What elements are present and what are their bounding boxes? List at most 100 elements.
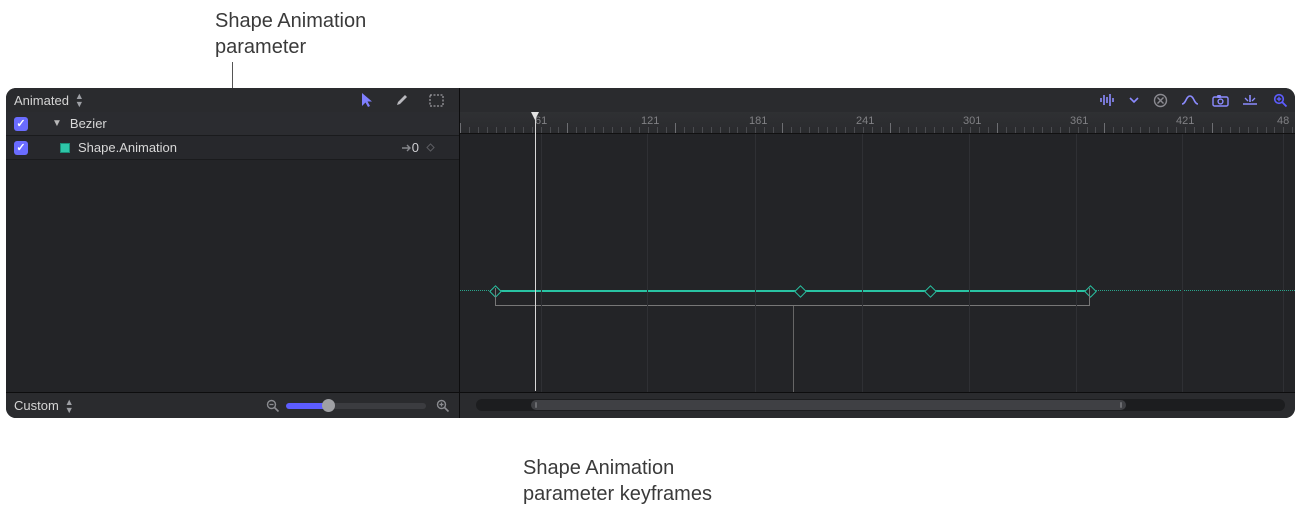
timeline-scrollbar[interactable] [476, 399, 1285, 411]
grid-line [647, 134, 648, 392]
ruler-tick [630, 127, 631, 133]
ruler-tick [1122, 127, 1123, 133]
ruler-tick [1131, 127, 1132, 133]
ruler-tick [505, 127, 506, 133]
ruler-tick [1042, 127, 1043, 133]
ruler-tick [1051, 127, 1052, 133]
ruler-tick [1015, 127, 1016, 133]
enable-checkbox[interactable]: ✓ [14, 117, 28, 131]
ruler-tick [908, 127, 909, 133]
ruler-tick [899, 127, 900, 133]
color-swatch [60, 143, 70, 153]
ruler-tick [612, 127, 613, 133]
slider-thumb[interactable] [322, 399, 335, 412]
clear-curve-icon[interactable] [1151, 91, 1169, 109]
ruler-tick [1248, 127, 1249, 133]
sidebar-zoom-slider[interactable] [286, 403, 426, 409]
disclosure-triangle-icon[interactable]: ▼ [52, 118, 62, 129]
pencil-tool-icon[interactable] [393, 91, 411, 109]
ruler-tick [925, 127, 926, 133]
parameter-row-parent[interactable]: ✓ ▼ Bezier [6, 112, 459, 136]
ruler-label: 421 [1176, 115, 1194, 127]
box-select-tool-icon[interactable] [427, 91, 445, 109]
ruler-tick [1033, 127, 1034, 133]
ruler-tick [1194, 127, 1195, 133]
ruler-tick [997, 123, 998, 133]
enable-checkbox[interactable]: ✓ [14, 141, 28, 155]
ruler-tick [594, 127, 595, 133]
scrollbar-thumb[interactable] [531, 400, 1126, 410]
snapshot-icon[interactable] [1211, 91, 1229, 109]
ruler-tick [1095, 127, 1096, 133]
parameter-row-shape-animation[interactable]: ✓ Shape.Animation 0 [6, 136, 459, 160]
zoom-out-icon[interactable] [264, 397, 282, 415]
ruler-tick [657, 127, 658, 133]
ruler-tick [567, 123, 568, 133]
ruler-tick [514, 127, 515, 133]
updown-icon: ▲▼ [75, 92, 84, 108]
fit-curve-icon[interactable] [1181, 91, 1199, 109]
ruler-tick [1176, 127, 1177, 133]
curve-mode-dropdown[interactable]: Custom ▲▼ [6, 398, 82, 414]
ruler-tick [1292, 127, 1293, 133]
ruler-tick [1060, 127, 1061, 133]
arrow-tool-icon[interactable] [359, 91, 377, 109]
ruler-tick [1069, 127, 1070, 133]
keyframe-diamond-icon[interactable] [421, 139, 439, 157]
add-keyframe-icon[interactable] [399, 139, 417, 157]
grid-line [862, 134, 863, 392]
ruler-tick [836, 127, 837, 133]
ruler-tick [1239, 127, 1240, 133]
ruler-tick [970, 127, 971, 133]
ruler-tick [737, 127, 738, 133]
ruler-label: 181 [749, 115, 767, 127]
timeline-ruler[interactable]: 6112118124130136142148 [460, 112, 1295, 134]
ruler-tick [460, 123, 461, 133]
ruler-tick [469, 127, 470, 133]
playhead[interactable] [535, 112, 536, 391]
ruler-tick [1024, 127, 1025, 133]
curve-area[interactable] [460, 134, 1295, 392]
ruler-tick [1274, 127, 1275, 133]
ruler-tick [764, 127, 765, 133]
ruler-tick [1266, 127, 1267, 133]
scrollbar-grip[interactable] [1120, 402, 1122, 408]
ruler-tick [675, 123, 676, 133]
ruler-tick [1006, 127, 1007, 133]
ruler-label: 48 [1277, 115, 1289, 127]
ruler-tick [881, 127, 882, 133]
ruler-tick [791, 127, 792, 133]
ruler-tick [621, 127, 622, 133]
ruler-tick [1230, 127, 1231, 133]
ruler-label: 361 [1070, 115, 1088, 127]
ruler-tick [1257, 127, 1258, 133]
parent-row-label: Bezier [70, 116, 107, 131]
annotation-shape-animation-parameter: Shape Animation parameter [215, 8, 366, 60]
ruler-tick [702, 127, 703, 133]
curve-graph[interactable]: 6112118124130136142148 [460, 112, 1295, 392]
ruler-tick [1104, 123, 1105, 133]
scrollbar-grip[interactable] [535, 402, 537, 408]
ruler-tick [1087, 127, 1088, 133]
keyframe-editor-topbar: Animated ▲▼ [6, 88, 1295, 112]
ruler-tick [773, 127, 774, 133]
vertical-splitter[interactable] [459, 88, 460, 112]
zoom-in-icon[interactable] [434, 397, 452, 415]
chevron-down-icon[interactable] [1129, 91, 1139, 109]
ruler-tick [576, 127, 577, 133]
ruler-tick [809, 127, 810, 133]
ruler-tick [1149, 127, 1150, 133]
ruler-tick [487, 127, 488, 133]
zoom-in-icon[interactable] [1271, 91, 1289, 109]
ruler-tick [890, 123, 891, 133]
filter-dropdown[interactable]: Animated ▲▼ [6, 92, 92, 108]
ruler-tick [711, 127, 712, 133]
vertical-splitter[interactable] [459, 393, 460, 418]
ruler-tick [541, 127, 542, 133]
snapping-icon[interactable] [1241, 91, 1259, 109]
annotation-shape-animation-keyframes: Shape Animation parameter keyframes [523, 455, 712, 507]
ruler-tick [961, 127, 962, 133]
ruler-tick [916, 127, 917, 133]
ruler-tick [603, 127, 604, 133]
audio-waveform-icon[interactable] [1099, 91, 1117, 109]
